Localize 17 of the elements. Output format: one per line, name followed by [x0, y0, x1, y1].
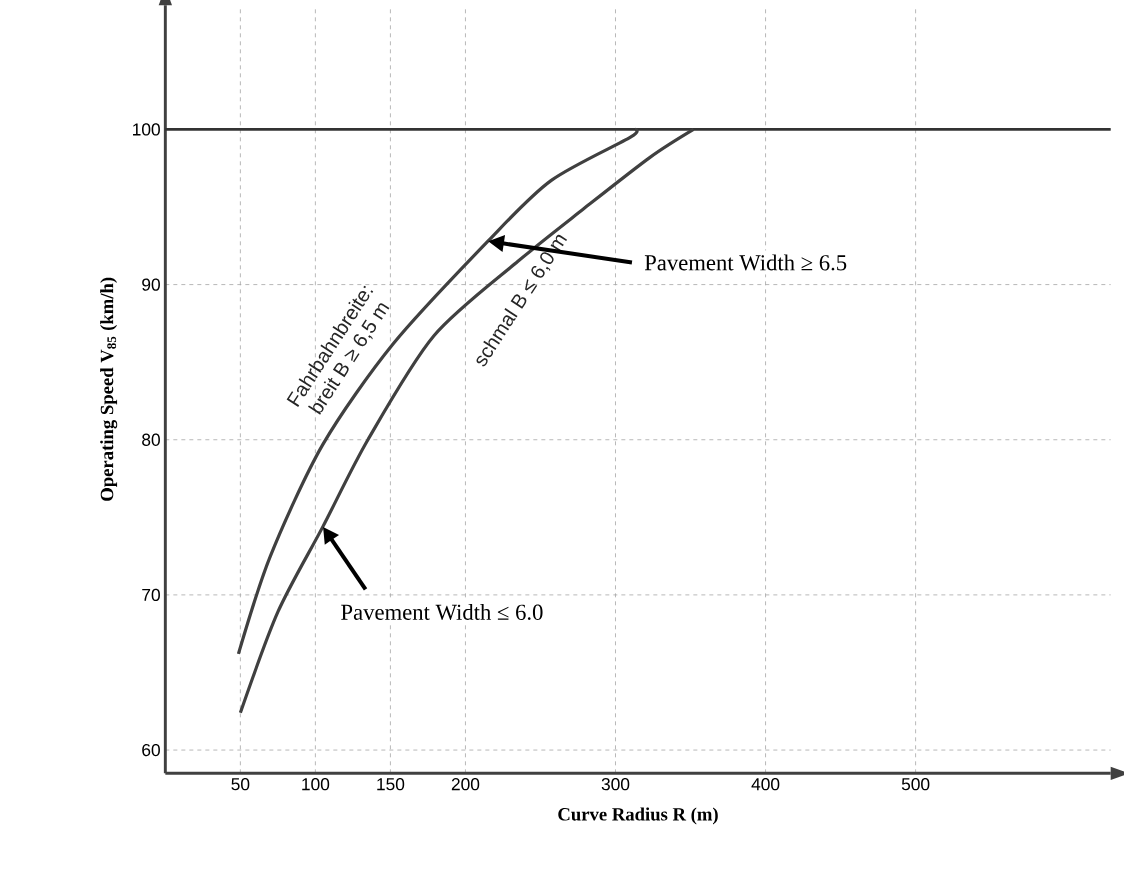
annotation: Pavement Width ≥ 6.5 — [644, 254, 847, 271]
x-tick-label: 150 — [377, 778, 405, 791]
x-tick-label: 500 — [901, 778, 930, 791]
x-axis-title: Curve Radius R (m) — [558, 807, 718, 825]
y-tick-label: 70 — [142, 588, 160, 602]
y-tick-label: 90 — [142, 278, 160, 291]
y-axis-title: Operating Speed V$_{85}$ (km/h) — [100, 277, 118, 501]
x-tick-label: 300 — [601, 778, 630, 791]
y-tick-label: 60 — [142, 744, 160, 757]
y-tick-label: 80 — [142, 433, 160, 447]
x-tick-label: 200 — [451, 778, 480, 791]
annotation: Pavement Width ≤ 6.0 — [341, 604, 543, 621]
x-tick-label: 400 — [751, 778, 780, 791]
x-tick-label: 50 — [231, 778, 250, 791]
x-tick-label: 100 — [302, 778, 330, 791]
line-series — [236, 128, 637, 656]
y-tick-label: 100 — [133, 123, 160, 136]
